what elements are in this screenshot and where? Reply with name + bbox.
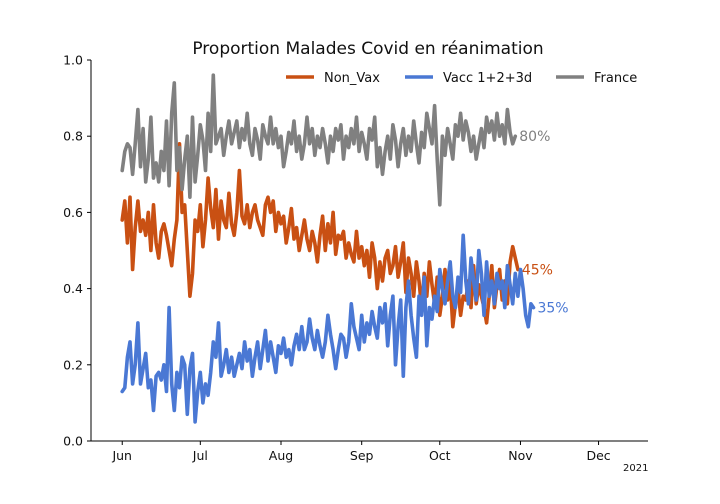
series-end-label: 80% — [519, 129, 550, 145]
series-line — [120, 142, 520, 329]
x-tick-label: Sep — [350, 448, 374, 463]
y-tick-label: 0.6 — [63, 205, 83, 220]
legend: Non_Vax Vacc 1+2+3d France — [286, 71, 637, 86]
end-labels: 45% 35% 80% — [519, 129, 568, 316]
x-tick-label: Dec — [586, 448, 610, 463]
x-tick-label: Aug — [269, 448, 293, 463]
legend-label: Vacc 1+2+3d — [443, 71, 532, 86]
series-line — [120, 233, 536, 424]
x-tick-label: Nov — [508, 448, 533, 463]
chart-title: Proportion Malades Covid en réanimation — [192, 39, 543, 59]
x-tick-label: Jun — [111, 448, 132, 463]
y-tick-label: 1.0 — [63, 53, 83, 68]
axes: 0.0 0.2 0.4 0.6 0.8 1.0 Jun Jul Aug Sep Oct Nov Dec — [63, 53, 648, 463]
x-tick-label: Oct — [429, 448, 451, 463]
series-end-label: 35% — [537, 301, 568, 317]
series-end-label: 45% — [522, 263, 553, 279]
y-tick-label: 0.0 — [63, 434, 83, 449]
year-label: 2021 — [623, 463, 648, 474]
legend-label: Non_Vax — [324, 71, 380, 86]
x-tick-label: Jul — [192, 448, 208, 463]
y-tick-label: 0.2 — [63, 357, 83, 372]
series-lines — [120, 73, 536, 424]
y-tick-label: 0.8 — [63, 129, 83, 144]
legend-label: France — [594, 71, 637, 86]
y-tick-label: 0.4 — [63, 281, 83, 296]
series-line — [120, 73, 518, 207]
